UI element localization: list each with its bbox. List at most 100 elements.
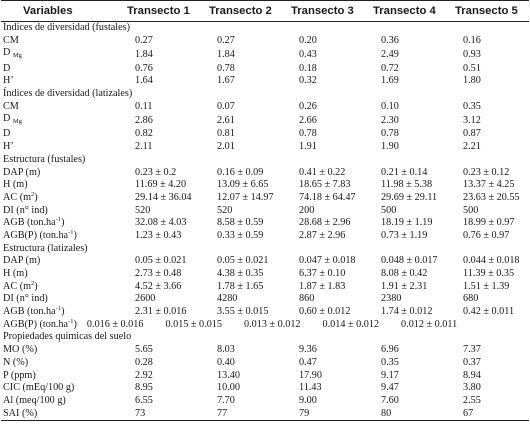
- cell: 7.37: [463, 344, 481, 356]
- table-row: DI (n° ind) 520 520 200 500 500: [1, 204, 529, 217]
- cell: 2.66: [299, 114, 317, 126]
- label-superscript: 2: [31, 190, 35, 198]
- cell: 2.11: [135, 141, 153, 153]
- table-row: AGB (ton.ha-1) 32.08 ± 4.03 8.58 ± 0.59 …: [1, 217, 529, 230]
- cell: 2.87 ± 2.96: [299, 229, 346, 241]
- diversity-structure-soil-table: Variables Transecto 1 Transecto 2 Transe…: [1, 0, 529, 421]
- cell: 0.26: [299, 100, 317, 112]
- agbp-latizales-row: AGB(P) (ton.ha-1) 0.016 ± 0.016 0.015 ± 0.…: [1, 318, 529, 331]
- header-transecto-5: Transecto 5: [447, 0, 529, 22]
- cell: 9.17: [381, 369, 399, 381]
- label-end: ): [73, 318, 77, 330]
- cell: 0.81: [217, 128, 235, 140]
- cell: 12.07 ± 14.97: [217, 191, 274, 203]
- cell: 29.14 ± 36.04: [135, 191, 192, 203]
- table-row: DAP (m) 0.05 ± 0.021 0.05 ± 0.021 0.047 …: [1, 255, 529, 268]
- label-superscript: -1: [55, 216, 62, 224]
- cell: 11.43: [299, 382, 322, 394]
- row-label: P (ppm): [3, 369, 36, 381]
- cell: 2.31 ± 0.016: [135, 306, 187, 318]
- cell: 0.51: [463, 62, 481, 74]
- section-title: Propiedades químicas del suelo: [3, 331, 132, 343]
- cell: 79: [283, 407, 365, 421]
- label-text: AGB(P) (ton.ha: [3, 229, 69, 241]
- cell: 0.11: [135, 100, 153, 112]
- table-row: D 0.82 0.81 0.78 0.78 0.87: [1, 128, 529, 141]
- cell: 0.78: [381, 128, 399, 140]
- label-end: ): [34, 280, 38, 292]
- cell: 0.28: [135, 356, 153, 368]
- row-label: AGB(P) (ton.ha-1): [1, 228, 119, 243]
- cell: 6.55: [135, 394, 153, 406]
- cell: 1.84: [217, 48, 235, 60]
- cell: 0.05 ± 0.021: [135, 255, 187, 267]
- cell: 2600: [135, 293, 156, 305]
- cell: 80: [365, 407, 447, 421]
- row-label: H (m): [3, 179, 28, 191]
- row-label: SAI (%): [1, 407, 119, 421]
- table-row: D 0.76 0.78 0.18 0.72 0.51: [1, 62, 529, 75]
- label-text: D: [3, 47, 11, 59]
- cell: 28.68 ± 2.96: [299, 217, 351, 229]
- cell: 0.013 ± 0.012: [243, 318, 301, 330]
- label-subscript: Mg: [12, 52, 22, 60]
- cell: 0.044 ± 0.018: [463, 255, 520, 267]
- cell: 0.32: [299, 75, 317, 87]
- row-label: D Mg: [1, 113, 119, 128]
- cell: 11.39 ± 0.35: [463, 268, 515, 280]
- table-row: H’ 1.64 1.67 0.32 1.69 1.80: [1, 75, 529, 88]
- label-end: ): [61, 217, 65, 229]
- cell: 0.78: [217, 62, 235, 74]
- section-row: Estructura (latizales): [1, 242, 529, 255]
- label-subscript: Mg: [12, 118, 22, 126]
- header-transecto-1: Transecto 1: [119, 0, 201, 22]
- cell: 32.08 ± 4.03: [135, 217, 187, 229]
- label-superscript: -1: [68, 228, 74, 236]
- header-transecto-2: Transecto 2: [201, 0, 283, 22]
- cell: 520: [217, 204, 233, 216]
- cell: 2.01: [217, 141, 235, 153]
- cell: 0.05 ± 0.021: [217, 255, 269, 267]
- cell: 1.69: [381, 75, 399, 87]
- cell: 0.42 ± 0.011: [463, 306, 515, 318]
- cell: 0.16 ± 0.09: [217, 166, 264, 178]
- cell: 1.64: [135, 75, 153, 87]
- cell: 7.60: [381, 394, 399, 406]
- cell: 4.52 ± 3.66: [135, 280, 182, 292]
- table-row: AGB(P) (ton.ha-1) 0.016 ± 0.016 0.015 ± 0.…: [1, 318, 529, 331]
- cell: 5.65: [135, 344, 153, 356]
- cell: 0.37: [463, 356, 481, 368]
- table-row: AGB(P) (ton.ha-1) 1.23 ± 0.43 0.33 ± 0.5…: [1, 228, 529, 243]
- label-end: ): [34, 191, 38, 203]
- cell: 0.16: [463, 35, 481, 47]
- cell: 8.94: [463, 369, 481, 381]
- cell: 74.18 ± 64.47: [299, 191, 356, 203]
- cell: 0.82: [135, 128, 153, 140]
- cell: 9.47: [381, 382, 399, 394]
- cell: 4.38 ± 0.35: [217, 268, 264, 280]
- cell: 520: [135, 204, 151, 216]
- row-label: H’: [3, 141, 14, 153]
- row-label: DAP (m): [3, 255, 41, 267]
- cell: 29.69 ± 29.11: [381, 191, 438, 203]
- header-variables: Variables: [1, 0, 119, 22]
- row-label: H (m): [3, 268, 28, 280]
- section-row: Propiedades químicas del suelo: [1, 331, 529, 344]
- cell: 0.78: [299, 128, 317, 140]
- table-row: H’ 2.11 2.01 1.91 1.90 2.21: [1, 141, 529, 154]
- cell: 0.35: [381, 356, 399, 368]
- cell: 7.70: [217, 394, 235, 406]
- cell: 1.84: [135, 48, 153, 60]
- row-label: H’: [3, 75, 14, 87]
- cell: 0.012 ± 0.011: [401, 318, 458, 330]
- row-label: D Mg: [1, 47, 119, 62]
- cell: 0.23 ± 0.12: [463, 166, 510, 178]
- cell: 6.96: [381, 344, 399, 356]
- cell: 13.09 ± 6.65: [217, 179, 269, 191]
- cell: 18.99 ± 0.97: [463, 217, 515, 229]
- section-title: Estructura (latizales): [3, 242, 88, 254]
- table-row: CM 0.11 0.07 0.26 0.10 0.35: [1, 100, 529, 113]
- cell: 860: [299, 293, 315, 305]
- cell: 8.58 ± 0.59: [217, 217, 264, 229]
